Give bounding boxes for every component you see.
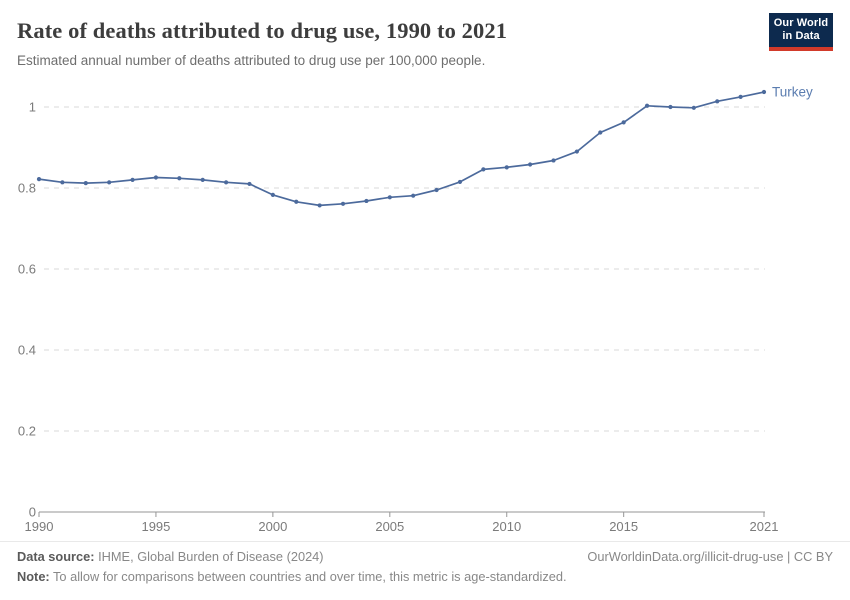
y-tick-label: 0.2: [18, 424, 36, 439]
note-value: To allow for comparisons between countri…: [49, 569, 567, 584]
note-label: Note:: [17, 569, 50, 584]
owid-logo-line1: Our World: [773, 17, 829, 29]
data-point[interactable]: [83, 181, 88, 186]
data-point[interactable]: [177, 176, 182, 181]
data-point[interactable]: [504, 165, 509, 170]
data-source-line: Data source: IHME, Global Burden of Dise…: [17, 549, 324, 564]
credit-link[interactable]: OurWorldinData.org/illicit-drug-use | CC…: [587, 549, 833, 564]
chart-footer: Data source: IHME, Global Burden of Dise…: [0, 541, 850, 600]
data-point[interactable]: [551, 158, 556, 163]
x-tick-label: 2021: [750, 519, 779, 534]
data-point[interactable]: [364, 198, 369, 204]
data-point[interactable]: [107, 180, 112, 185]
data-point[interactable]: [621, 120, 626, 125]
data-point[interactable]: [340, 201, 346, 206]
y-tick-label: 0: [29, 505, 36, 520]
page-title: Rate of deaths attributed to drug use, 1…: [17, 18, 508, 43]
data-point[interactable]: [574, 149, 580, 154]
data-point[interactable]: [36, 176, 42, 182]
data-point[interactable]: [457, 179, 463, 185]
owid-logo-line2: in Data: [782, 30, 820, 42]
data-point[interactable]: [761, 89, 767, 95]
series-end-label[interactable]: Turkey: [772, 85, 813, 100]
data-point[interactable]: [691, 105, 696, 110]
data-point[interactable]: [223, 180, 229, 185]
x-tick-label: 2000: [258, 519, 287, 534]
owid-logo: Our World in Data: [769, 13, 833, 51]
data-point[interactable]: [294, 199, 299, 204]
data-point[interactable]: [200, 177, 205, 182]
y-tick-label: 0.4: [18, 343, 36, 358]
data-point[interactable]: [247, 181, 252, 187]
y-tick-label: 0.6: [18, 262, 36, 277]
data-point[interactable]: [738, 94, 743, 99]
x-tick-label: 1995: [141, 519, 170, 534]
data-point[interactable]: [411, 193, 416, 198]
data-point[interactable]: [387, 195, 392, 200]
data-point[interactable]: [668, 104, 673, 110]
x-tick-label: 2005: [375, 519, 404, 534]
y-tick-label: 1: [29, 100, 36, 115]
x-tick-label: 2010: [492, 519, 521, 534]
data-line[interactable]: [38, 91, 765, 207]
data-point[interactable]: [317, 203, 322, 208]
note-line: Note: To allow for comparisons between c…: [17, 569, 567, 584]
data-source-value: IHME, Global Burden of Disease (2024): [94, 549, 324, 564]
x-tick-label: 1990: [25, 519, 54, 534]
owid-logo-text: Our World in Data: [769, 13, 833, 47]
data-point[interactable]: [481, 167, 486, 172]
data-point[interactable]: [130, 177, 135, 182]
data-point[interactable]: [528, 162, 533, 167]
chart-subtitle: Estimated annual number of deaths attrib…: [17, 53, 486, 68]
data-point[interactable]: [270, 192, 275, 197]
data-point[interactable]: [644, 103, 650, 108]
data-point[interactable]: [60, 180, 65, 185]
data-source-label: Data source:: [17, 549, 95, 564]
data-point[interactable]: [598, 130, 603, 135]
data-point[interactable]: [434, 187, 439, 193]
owid-logo-red-bar: [769, 47, 833, 51]
data-point[interactable]: [153, 175, 159, 180]
y-tick-label: 0.8: [18, 181, 36, 196]
data-point[interactable]: [715, 99, 720, 104]
x-tick-label: 2015: [609, 519, 638, 534]
